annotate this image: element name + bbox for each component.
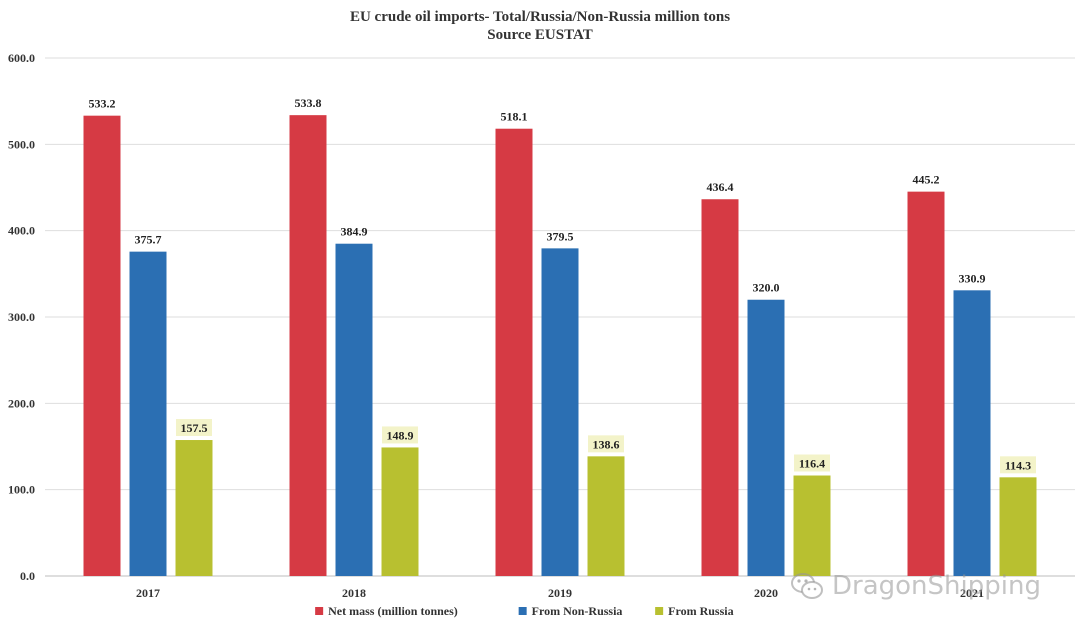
x-tick-label: 2021 — [960, 586, 984, 600]
bar — [381, 447, 419, 576]
data-label-bg — [382, 426, 418, 444]
bar — [541, 248, 579, 577]
bar — [747, 299, 785, 576]
y-tick-label: 500.0 — [8, 137, 35, 151]
bar — [953, 290, 991, 576]
chart-title: EU crude oil imports- Total/Russia/Non-R… — [0, 8, 1080, 44]
bar — [289, 115, 327, 577]
x-tick-label: 2018 — [342, 586, 366, 600]
y-tick-label: 200.0 — [8, 396, 35, 410]
y-tick-label: 100.0 — [8, 483, 35, 497]
data-label: 445.2 — [913, 173, 940, 187]
legend-label: Net mass (million tonnes) — [328, 604, 458, 618]
bar — [701, 199, 739, 576]
data-label: 518.1 — [501, 110, 528, 124]
legend-swatch — [518, 607, 527, 615]
legend-swatch — [315, 607, 324, 615]
bar — [83, 115, 121, 577]
y-tick-label: 0.0 — [20, 569, 35, 583]
data-label: 379.5 — [547, 229, 574, 243]
data-label-bg — [588, 435, 624, 453]
data-label: 157.5 — [181, 421, 208, 435]
legend-label: From Non-Russia — [532, 604, 623, 618]
bar — [999, 477, 1037, 576]
bar — [175, 440, 213, 576]
data-label-bg — [1000, 456, 1036, 474]
legend-label: From Russia — [668, 604, 733, 618]
bar — [495, 128, 533, 576]
data-label: 436.4 — [707, 180, 734, 194]
watermark-text: DragonShipping — [832, 571, 1041, 601]
data-label-bg — [794, 454, 830, 472]
data-label-bg — [176, 419, 212, 437]
y-tick-label: 400.0 — [8, 224, 35, 238]
bar — [793, 475, 831, 576]
data-label: 320.0 — [753, 281, 780, 295]
x-tick-label: 2017 — [136, 586, 160, 600]
data-label: 533.2 — [89, 97, 116, 111]
data-label: 116.4 — [799, 457, 825, 471]
bar — [587, 456, 625, 576]
bar — [335, 243, 373, 576]
y-tick-label: 600.0 — [8, 51, 35, 65]
y-tick-label: 300.0 — [8, 310, 35, 324]
data-label: 138.6 — [593, 437, 620, 451]
chart-subtitle: Source EUSTAT — [487, 27, 593, 43]
bar — [129, 251, 167, 576]
wechat-icon — [791, 573, 823, 599]
data-label: 148.9 — [387, 428, 414, 442]
data-label: 330.9 — [959, 271, 986, 285]
watermark: DragonShipping — [790, 566, 1060, 606]
legend-swatch — [655, 607, 664, 615]
bar — [907, 191, 945, 577]
data-label: 533.8 — [295, 96, 322, 110]
data-label: 375.7 — [135, 233, 162, 247]
chart-title-line1: EU crude oil imports- Total/Russia/Non-R… — [349, 9, 731, 25]
data-label: 384.9 — [341, 225, 368, 239]
x-tick-label: 2020 — [754, 586, 778, 600]
x-tick-label: 2019 — [548, 586, 572, 600]
data-label: 114.3 — [1005, 458, 1031, 472]
